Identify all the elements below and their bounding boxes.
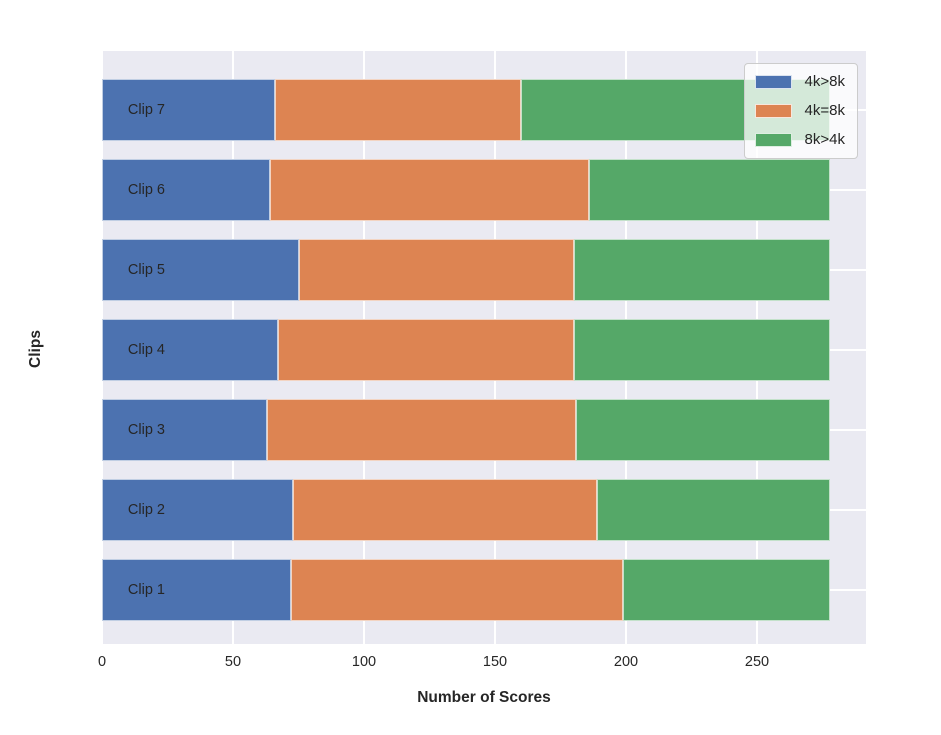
bar-segment-4k-8k [102, 399, 268, 461]
bar-row-clip-4 [102, 319, 866, 381]
bar-segment-4k-8k [102, 239, 299, 301]
bar-segment-4k-8k [267, 399, 577, 461]
y-tick-label: Clip 4 [127, 341, 165, 358]
x-tick-label: 50 [224, 654, 242, 670]
bar-segment-8k-4k [597, 479, 831, 541]
bar-segment-4k-8k [277, 319, 574, 381]
plot-area: 4k>8k 4k=8k 8k>4k [101, 51, 866, 644]
bar-segment-4k-8k [293, 479, 598, 541]
y-axis-label: Clips [27, 330, 44, 368]
x-tick-label: 0 [97, 654, 107, 670]
x-tick-label: 250 [744, 654, 770, 670]
bar-row-clip-2 [102, 479, 866, 541]
y-tick-label: Clip 3 [127, 421, 165, 438]
bar-segment-4k-8k [102, 559, 291, 621]
legend: 4k>8k 4k=8k 8k>4k [743, 63, 858, 159]
legend-swatch-icon [754, 75, 792, 89]
legend-swatch-icon [754, 133, 792, 147]
bar-segment-8k-4k [573, 319, 831, 381]
y-tick-label: Clip 5 [127, 261, 165, 278]
bar-segment-4k-8k [298, 239, 574, 301]
bar-row-clip-1 [102, 559, 866, 621]
bar-segment-8k-4k [573, 239, 831, 301]
x-tick-label: 150 [482, 654, 508, 670]
bar-segment-8k-4k [623, 559, 831, 621]
bar-segment-4k-8k [102, 79, 275, 141]
x-tick-label: 200 [613, 654, 639, 670]
bar-row-clip-5 [102, 239, 866, 301]
bar-segment-8k-4k [576, 399, 831, 461]
bar-segment-8k-4k [589, 159, 831, 221]
bar-segment-4k-8k [102, 159, 270, 221]
x-tick-label: 100 [351, 654, 377, 670]
legend-item: 4k>8k [754, 73, 845, 91]
legend-label: 4k=8k [804, 102, 845, 119]
legend-label: 8k>4k [804, 131, 845, 148]
y-tick-label: Clip 7 [127, 101, 165, 118]
y-tick-label: Clip 6 [127, 181, 165, 198]
bar-segment-4k-8k [102, 479, 294, 541]
legend-swatch-icon [754, 104, 792, 118]
bar-segment-4k-8k [102, 319, 278, 381]
legend-label: 4k>8k [804, 73, 845, 90]
legend-item: 4k=8k [754, 102, 845, 120]
bar-segment-4k-8k [274, 79, 522, 141]
y-tick-label: Clip 2 [127, 501, 165, 518]
bar-row-clip-3 [102, 399, 866, 461]
legend-item: 8k>4k [754, 131, 845, 149]
x-axis-label: Number of Scores [417, 689, 551, 706]
y-tick-label: Clip 1 [127, 581, 165, 598]
bar-segment-4k-8k [290, 559, 624, 621]
bar-row-clip-6 [102, 159, 866, 221]
bar-segment-4k-8k [269, 159, 590, 221]
